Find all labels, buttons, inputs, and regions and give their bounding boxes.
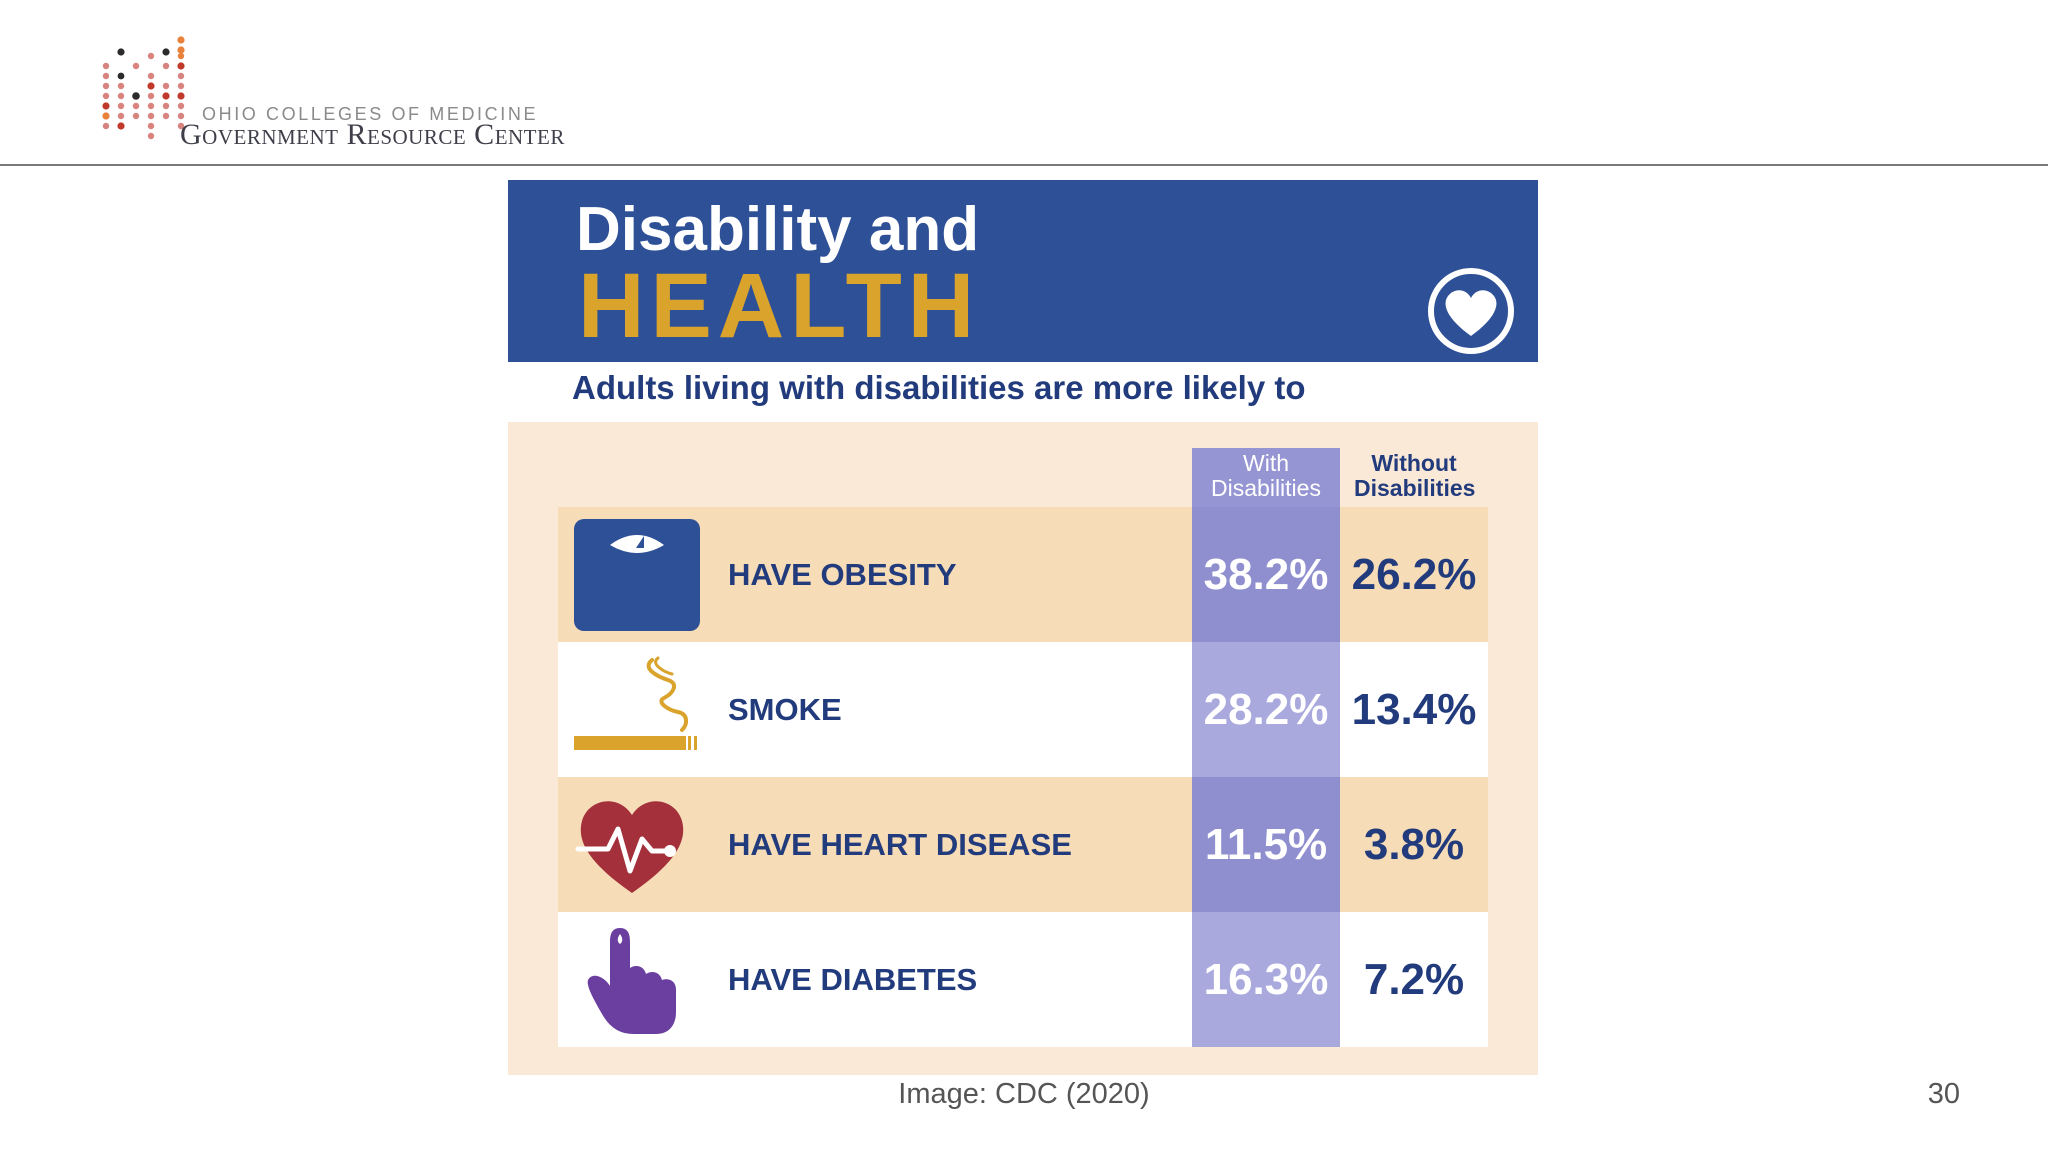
- table-row-heart-disease: HAVE HEART DISEASE 11.5% 3.8%: [558, 777, 1488, 912]
- infographic-title-line2: HEALTH: [578, 255, 981, 357]
- value-without-disabilities: 13.4%: [1351, 685, 1477, 734]
- value-with-disabilities: 28.2%: [1192, 642, 1340, 777]
- value-with-disabilities: 11.5%: [1192, 777, 1340, 912]
- value-without-disabilities: 26.2%: [1351, 550, 1477, 599]
- row-label: HAVE HEART DISEASE: [728, 827, 1072, 862]
- disability-health-infographic: Disability and HEALTH Adults living with…: [508, 180, 1538, 1075]
- row-label: SMOKE: [728, 692, 842, 727]
- logo-dots-icon: [102, 36, 185, 140]
- infographic-title-line1: Disability and: [576, 195, 980, 264]
- column-header-without: Without Disabilities: [1340, 448, 1488, 508]
- row-label: HAVE OBESITY: [728, 557, 957, 592]
- logo-subtitle: OHIO COLLEGES OF MEDICINE: [202, 104, 539, 124]
- table-row-smoke: SMOKE 28.2% 13.4%: [558, 642, 1488, 777]
- slide-page-number: 30: [1927, 1078, 1960, 1110]
- row-label: HAVE DIABETES: [728, 962, 978, 997]
- column-header-without-label: Without Disabilities: [1354, 450, 1476, 501]
- cigarette-icon: [574, 656, 697, 750]
- finger-prick-icon: [587, 928, 676, 1034]
- value-without-disabilities: 3.8%: [1363, 820, 1465, 869]
- value-without-disabilities: 7.2%: [1363, 955, 1465, 1004]
- heart-badge-icon: [1428, 268, 1514, 354]
- table-row-obesity: HAVE OBESITY 38.2% 26.2%: [558, 507, 1488, 642]
- image-caption: Image: CDC (2020): [898, 1078, 1150, 1110]
- table-row-diabetes: HAVE DIABETES 16.3% 7.2%: [558, 912, 1488, 1047]
- value-with-disabilities: 16.3%: [1192, 912, 1340, 1047]
- column-header-with: With Disabilities: [1192, 448, 1340, 508]
- subtitle-band: [508, 362, 1538, 422]
- heart-pulse-icon: [575, 801, 684, 893]
- grc-logo: OHIO COLLEGES OF MEDICINE Government Res…: [98, 34, 658, 154]
- logo-title: Government Resource Center: [180, 118, 565, 151]
- column-header-with-label: With Disabilities: [1211, 450, 1321, 501]
- header-divider: [0, 164, 2048, 166]
- infographic-banner: Disability and HEALTH: [508, 180, 1538, 362]
- scale-icon: [574, 519, 700, 631]
- infographic-subtitle: Adults living with disabilities are more…: [572, 369, 1306, 406]
- value-with-disabilities: 38.2%: [1192, 507, 1340, 642]
